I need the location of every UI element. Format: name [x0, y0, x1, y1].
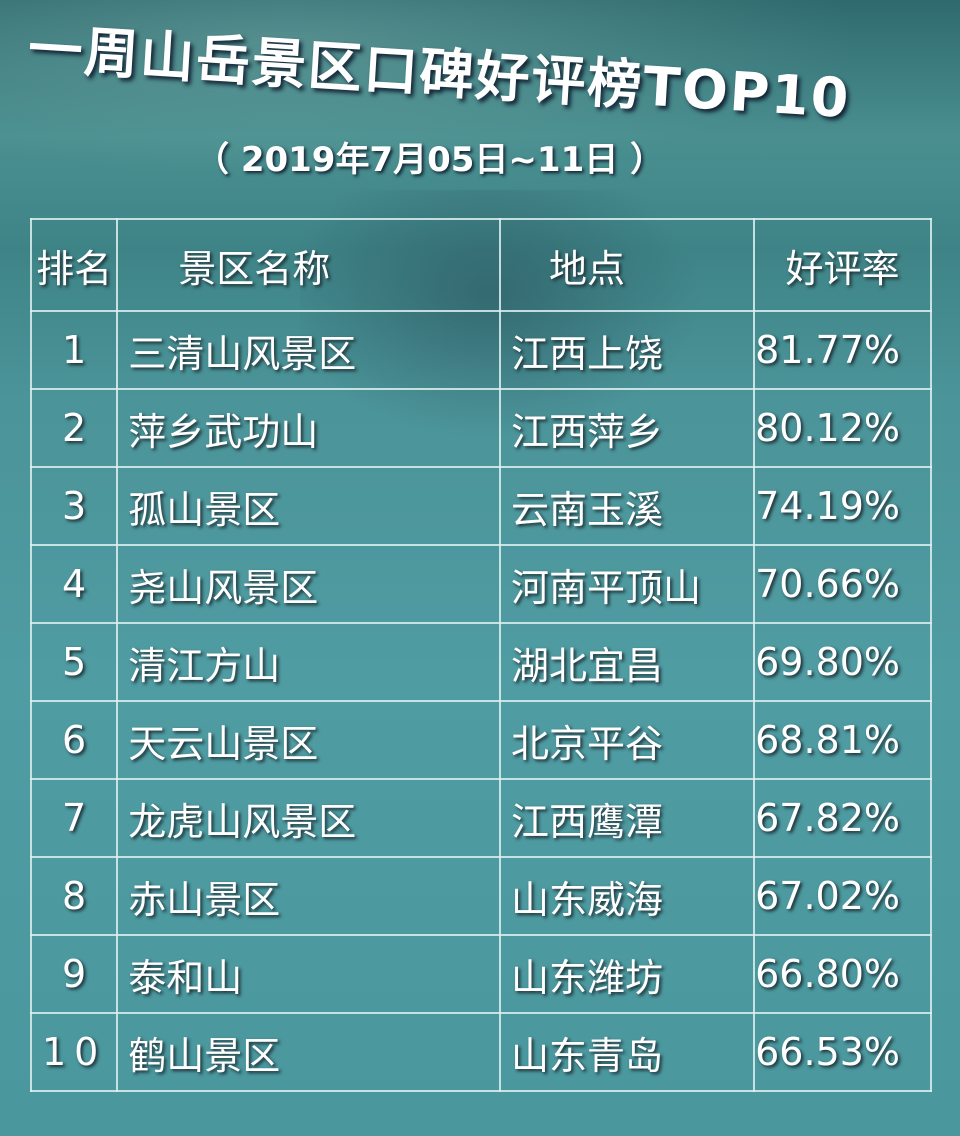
cell-location: 河南平顶山	[498, 544, 756, 624]
cell-name: 天云山景区	[116, 700, 501, 780]
cell-rank: 3	[29, 466, 119, 546]
header-rating: 好评率	[753, 218, 932, 312]
cell-location: 江西上饶	[498, 310, 756, 390]
table-row: 3 孤山景区 云南玉溪 74.19%	[29, 466, 932, 546]
cell-rank: 1	[29, 310, 119, 390]
cell-name: 赤山景区	[116, 856, 501, 936]
cell-rating: 68.81%	[753, 700, 932, 780]
table-row: 6 天云山景区 北京平谷 68.81%	[29, 700, 932, 780]
table-row: 8 赤山景区 山东威海 67.02%	[29, 856, 932, 936]
cell-rating: 66.80%	[753, 934, 932, 1014]
cell-name: 三清山风景区	[116, 310, 501, 390]
cell-name: 泰和山	[116, 934, 501, 1014]
table-header: 排名 景区名称 地点 好评率	[29, 218, 932, 312]
cell-rank: 2	[29, 388, 119, 468]
header-rank: 排名	[29, 218, 119, 312]
cell-name: 孤山景区	[116, 466, 501, 546]
date-range: （ 2019年7月05日~11日 ）	[195, 140, 665, 180]
cell-location: 江西鹰潭	[498, 778, 756, 858]
cell-name: 龙虎山风景区	[116, 778, 501, 858]
cell-rank: 7	[29, 778, 119, 858]
cell-rating: 70.66%	[753, 544, 932, 624]
cell-rating: 66.53%	[753, 1012, 932, 1092]
cell-rating: 69.80%	[753, 622, 932, 702]
table-row: 7 龙虎山风景区 江西鹰潭 67.82%	[29, 778, 932, 858]
cell-rating: 81.77%	[753, 310, 932, 390]
table-row: 10 鹤山景区 山东青岛 66.53%	[29, 1012, 932, 1092]
cell-location: 山东潍坊	[498, 934, 756, 1014]
table-row: 9 泰和山 山东潍坊 66.80%	[29, 934, 932, 1014]
cell-rating: 67.02%	[753, 856, 932, 936]
cell-rank: 4	[29, 544, 119, 624]
cell-rating: 80.12%	[753, 388, 932, 468]
cell-rank: 8	[29, 856, 119, 936]
cell-location: 云南玉溪	[498, 466, 756, 546]
cell-rank: 5	[29, 622, 119, 702]
table-row: 1 三清山风景区 江西上饶 81.77%	[29, 310, 932, 390]
cell-location: 湖北宜昌	[498, 622, 756, 702]
cell-location: 山东青岛	[498, 1012, 756, 1092]
cell-rating: 67.82%	[753, 778, 932, 858]
cell-location: 山东威海	[498, 856, 756, 936]
table-row: 5 清江方山 湖北宜昌 69.80%	[29, 622, 932, 702]
ranking-table: 排名 景区名称 地点 好评率 1 三清山风景区 江西上饶 81.77% 2 萍乡武功山 江西…	[29, 218, 932, 1092]
table-row: 2 萍乡武功山 江西萍乡 80.12%	[29, 388, 932, 468]
cell-name: 尧山风景区	[116, 544, 501, 624]
table-row: 4 尧山风景区 河南平顶山 70.66%	[29, 544, 932, 624]
cell-rank: 10	[29, 1012, 119, 1092]
cell-location: 江西萍乡	[498, 388, 756, 468]
header-location: 地点	[498, 218, 756, 312]
cell-name: 清江方山	[116, 622, 501, 702]
header-name: 景区名称	[116, 218, 501, 312]
cell-location: 北京平谷	[498, 700, 756, 780]
cell-rating: 74.19%	[753, 466, 932, 546]
cell-rank: 9	[29, 934, 119, 1014]
cell-name: 鹤山景区	[116, 1012, 501, 1092]
cell-rank: 6	[29, 700, 119, 780]
cell-name: 萍乡武功山	[116, 388, 501, 468]
background-clouds	[0, 0, 960, 200]
